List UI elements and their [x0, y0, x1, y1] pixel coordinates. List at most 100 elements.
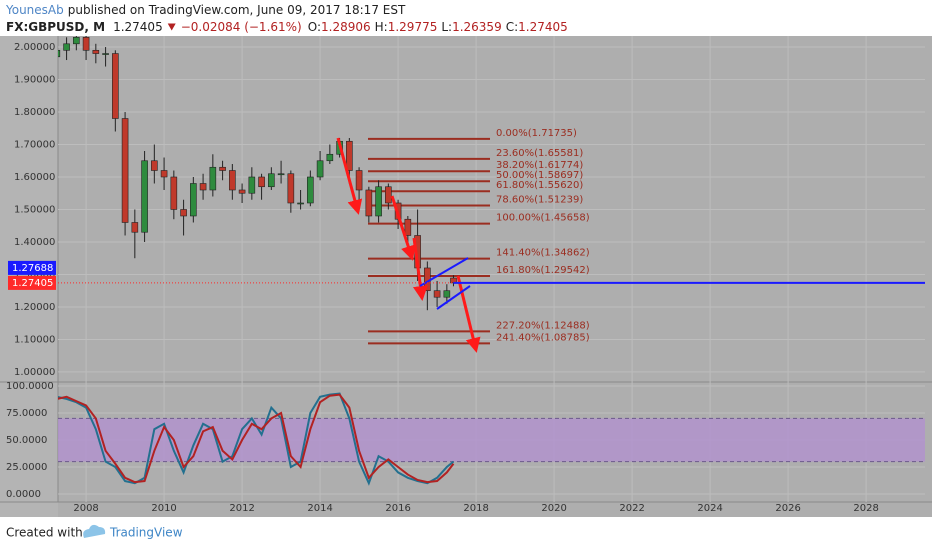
candle-body [238, 189, 246, 194]
candle-body [346, 140, 353, 171]
arrow [412, 237, 428, 301]
fib-label: 0.00%(1.71735) [496, 128, 577, 139]
candle-body [190, 183, 197, 217]
indicator-lines [58, 392, 455, 486]
arrow [456, 275, 481, 353]
x-tick-label: 2010 [151, 503, 176, 514]
y-tick-label: 1.80000 [14, 107, 55, 118]
candle-body [385, 186, 392, 204]
x-tick-label: 2022 [619, 503, 644, 514]
candle-body [180, 209, 187, 217]
x-tick-label: 2008 [73, 503, 98, 514]
candle-body [277, 173, 285, 176]
y-tick-label: 1.60000 [14, 172, 55, 183]
candle-body [58, 49, 61, 58]
y-tick-label: 2.00000 [14, 42, 55, 53]
y-tick-label: 1.30000 [14, 269, 55, 280]
x-tick-label: 2020 [541, 503, 566, 514]
y-tick-label: 1.10000 [14, 334, 55, 345]
author[interactable]: YounesAb [5, 3, 64, 17]
fib-label: 38.20%(1.61774) [496, 160, 583, 171]
drawings [336, 137, 481, 353]
channel-line [436, 285, 471, 310]
axis-labels: 2008 2010 2012 2014 2016 2018 2020 2022 2024 2026… [6, 42, 879, 514]
last-price: 1.27405 [113, 20, 163, 34]
x-tick-label: 2026 [775, 503, 800, 514]
candle-body [131, 222, 139, 233]
candle-body [73, 36, 80, 45]
y-tick-label: 1.40000 [14, 237, 55, 248]
fib-label: 61.80%(1.55620) [496, 180, 583, 191]
published: published on TradingView.com, June 09, 2… [68, 3, 406, 17]
candle-body [209, 166, 217, 191]
y-tick-label: 1.50000 [14, 204, 55, 215]
candle-body [151, 160, 158, 171]
y-tick-label: 75.0000 [6, 408, 47, 419]
price-tag [8, 275, 56, 290]
fib-label: 78.60%(1.51239) [496, 194, 583, 205]
candle-body [287, 173, 295, 204]
candle-body [375, 186, 382, 217]
candle-body [219, 166, 226, 171]
candle-body [307, 176, 314, 204]
fib-label: 23.60%(1.65581) [496, 148, 583, 159]
quote-value: 1.27405 [518, 20, 568, 34]
candle-body [92, 49, 100, 54]
quote-label: O: [308, 20, 321, 34]
x-tick-label: 2012 [229, 503, 254, 514]
symbol: FX:GBPUSD, M [6, 20, 105, 34]
fib-label: 161.80%(1.29542) [496, 265, 590, 276]
price-tag [8, 260, 56, 275]
candle-body [316, 160, 324, 178]
candle-body [297, 202, 304, 205]
quote-line: FX:GBPUSD, M 1.27405 −0.02084 (−1.61%) O:1.… [6, 20, 568, 34]
candle-body [258, 176, 265, 188]
x-tick-label: 2014 [307, 503, 332, 514]
candle-body [82, 36, 90, 51]
quote-value: 1.28906 [321, 20, 371, 34]
price-tag-label: 1.27405 [12, 278, 53, 289]
fib-label: 141.40%(1.34862) [496, 248, 590, 259]
footer-text: Created with [6, 526, 83, 540]
fib-label: 227.20%(1.12488) [496, 320, 590, 331]
candle-body [326, 153, 334, 162]
candle-body [112, 53, 119, 119]
candle-body [404, 218, 412, 236]
change: −0.02084 (−1.61%) [181, 20, 302, 34]
fib-label: 100.00%(1.45658) [496, 213, 590, 224]
y-tick-label: 1.70000 [14, 140, 55, 151]
candle-body [355, 170, 363, 191]
candle-body [199, 183, 207, 191]
x-tick-label: 2024 [697, 503, 722, 514]
fib-label: 50.00%(1.58697) [496, 170, 583, 181]
fibonacci: 0.00%(1.71735) 23.60%(1.65581)38.20%(1.61… [368, 128, 590, 345]
band-fill [58, 418, 925, 462]
x-tick-label: 2018 [463, 503, 488, 514]
arrow [336, 137, 363, 215]
indicator-line [58, 393, 455, 484]
brand[interactable]: TradingView [109, 526, 183, 540]
candle-body [443, 290, 451, 298]
y-tick-label: 50.0000 [6, 435, 47, 446]
x-tick-label: 2016 [385, 503, 410, 514]
y-tick-label: 1.00000 [14, 367, 55, 378]
candle-body [268, 173, 275, 188]
logo [83, 524, 106, 538]
indicator-band [58, 417, 925, 463]
x-tick-label: 2028 [853, 503, 878, 514]
quote-label: L: [441, 20, 452, 34]
price-tag-label: 1.27688 [12, 263, 53, 274]
candle-body [365, 189, 373, 217]
candle-body [102, 53, 109, 55]
down-arrow [167, 23, 176, 31]
y-tick-label: 100.0000 [6, 381, 54, 392]
candle-body [229, 170, 236, 191]
arrow [390, 195, 416, 261]
candle-body [433, 290, 441, 298]
candle-body [248, 176, 256, 194]
header-line: YounesAb published on TradingView.com, Ju… [5, 3, 406, 17]
quote-label: H: [375, 20, 388, 34]
quote-label: C: [506, 20, 518, 34]
candle-body [170, 176, 178, 210]
